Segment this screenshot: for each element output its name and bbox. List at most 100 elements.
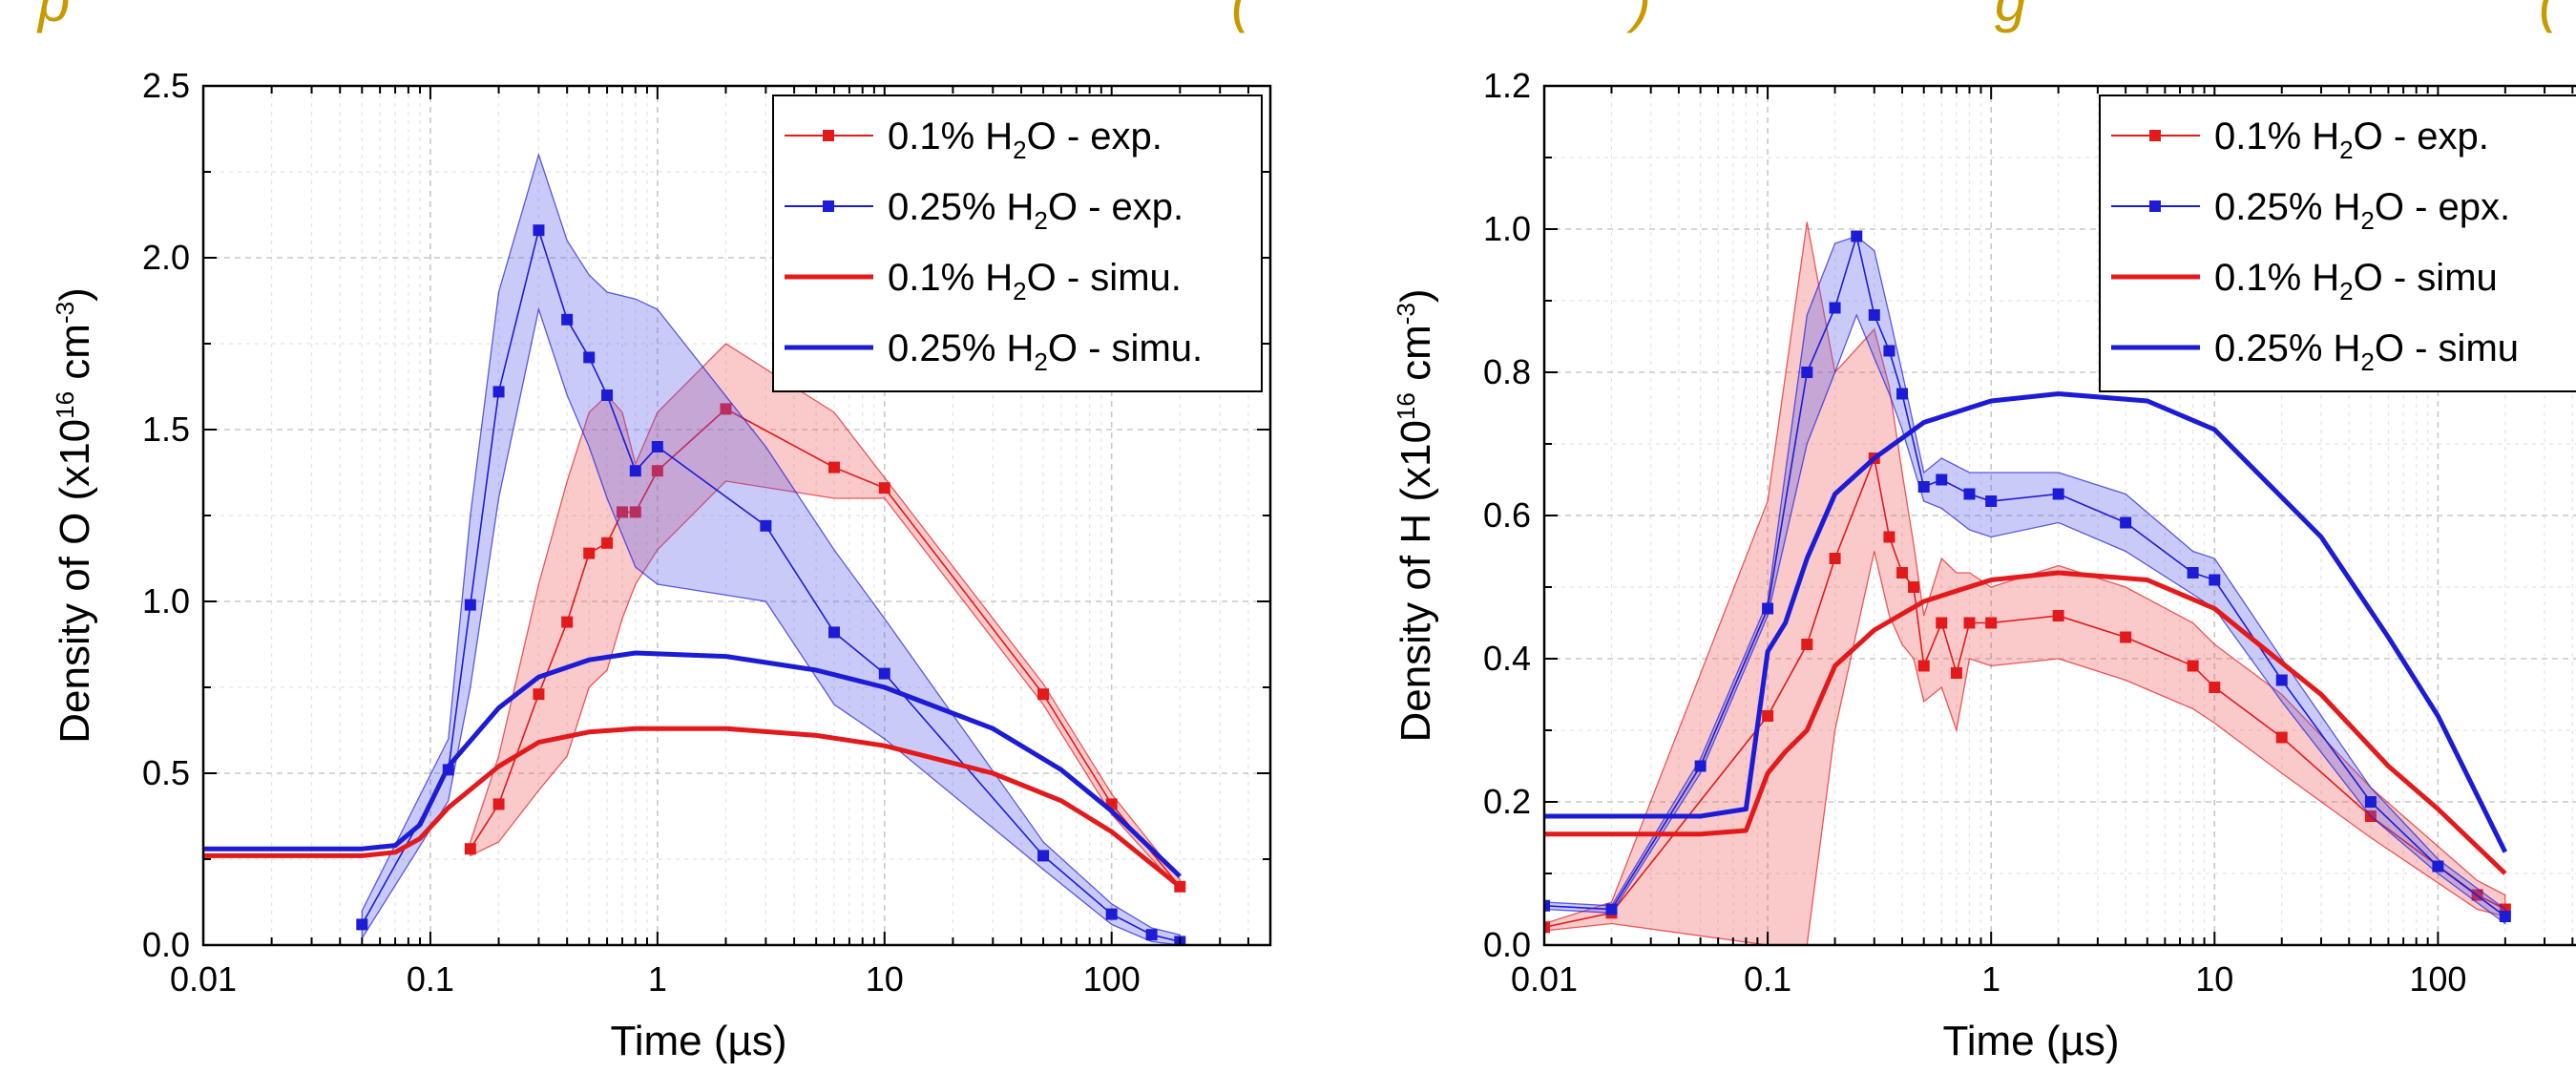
data-point [827,626,840,639]
y-tick-label: 0.8 [1483,352,1531,391]
data-point [2209,682,2221,693]
data-point [1896,388,1909,400]
axis-ticks [1543,85,2574,946]
simulation-line [203,726,1182,889]
data-point [492,386,505,398]
data-point [1762,602,1774,615]
data-point [601,389,614,401]
data-point [2120,516,2132,529]
series-0-25-h2o-exp- [356,152,1186,945]
legend-label: 0.25% H2O - epx. [2214,186,2510,235]
data-point [1829,302,1841,314]
legend-label: 0.1% H2O - simu. [888,257,1182,305]
data-point [2052,488,2064,500]
data-point [2499,911,2511,922]
cropped-banner: p ( ) g ( [36,0,2564,33]
data-point [1544,899,1550,912]
data-point [1037,850,1050,862]
banner-fragment-left: p [36,0,70,33]
y-tick-label: 1.0 [1483,209,1531,248]
series-0-1-h2o-simu [1544,570,2507,875]
simulation-line [1544,570,2507,875]
x-tick-label: 100 [2409,959,2466,999]
data-point [1801,639,1813,650]
data-point [651,441,663,452]
y-axis-label-main: Density of H (x10 [1393,420,1439,742]
legend-label: 0.25% H2O - simu. [888,327,1203,376]
legend: 0.1% H2O - exp. 0.25% H2O - exp. 0.1% H2O … [772,95,1263,392]
experimental-line [1544,455,2506,929]
y-tick-label: 0.6 [1483,495,1531,535]
banner-fragment-mid2: ) [1626,0,1651,33]
y-axis-label: Density of H (x1016 cm-3) [1392,288,1439,742]
x-tick-label: 0.01 [170,959,237,999]
data-point [533,688,545,701]
data-point [1917,660,1930,672]
simulation-line [203,650,1183,878]
uncertainty-band [361,152,1181,945]
data-point [760,519,772,532]
x-tick-label: 100 [1083,959,1141,999]
x-tick-label: 0.1 [1744,959,1791,999]
simulation-line [1544,391,2508,853]
data-point [1694,760,1707,772]
data-point [878,667,890,680]
y-tick-label: 0.2 [1483,782,1531,821]
y-axis-label-unit: cm [1393,325,1439,392]
data-point [2364,796,2377,808]
y-axis-label-main: Density of O (x10 [52,419,98,744]
y-axis-label-sup: 16 [1392,392,1420,420]
y-axis-label-unitsup: -3 [51,302,79,324]
data-point [561,313,574,326]
banner-fragment-right: ( [2539,0,2564,33]
legend-box [2099,95,2576,392]
data-point [2432,860,2444,873]
y-tick-label: 1.5 [142,410,190,449]
legend-item: 0.25% H2O - simu. [785,327,1203,376]
legend-swatch-marker [2149,200,2161,212]
legend-item: 0.1% H2O - simu [2111,257,2498,305]
legend-swatch-marker [823,200,834,212]
x-tick-label: 0.1 [407,959,454,999]
data-point [1985,495,1998,507]
legend-label: 0.1% H2O - simu [2214,257,2498,305]
y-tick-label: 2.5 [142,66,190,105]
data-point [1544,921,1550,934]
data-point [629,465,641,477]
data-point [1037,688,1050,701]
y-axis-label-close: ) [1393,288,1439,303]
data-point [1145,929,1158,941]
data-point [1829,553,1841,564]
data-point [583,351,596,364]
data-point [464,599,476,611]
legend-swatch-marker [823,130,834,141]
y-axis-label-unit: cm [52,324,98,391]
series-0-25-h2o-epx- [1544,230,2511,925]
data-point [1883,345,1895,357]
data-point [2187,567,2199,579]
series-group [1544,221,2511,945]
y-tick-label: 2.0 [142,238,190,277]
banner-fragment-mid: ( [1231,0,1256,33]
y-axis-label-unitsup: -3 [1392,303,1420,325]
x-tick-label: 0.01 [1511,959,1578,999]
experimental-line [1544,233,2506,917]
legend-swatch-marker [2149,130,2161,141]
data-point [1868,309,1880,321]
data-point [533,224,545,237]
data-point [2275,674,2288,686]
x-tick-label: 10 [2195,959,2233,999]
data-point [827,461,840,473]
data-point [601,536,614,549]
uncertainty-band [1544,235,2506,925]
data-point [720,403,732,415]
data-point [1936,473,1948,486]
data-point [356,918,368,931]
legend-label: 0.25% H2O - exp. [888,186,1183,235]
legend: 0.1% H2O - exp. 0.25% H2O - epx. 0.1% H2O … [2099,95,2576,392]
y-axis-label: Density of O (x1016 cm-3) [51,287,98,744]
data-point [1896,567,1909,579]
data-point [1801,367,1813,378]
data-point [1908,581,1920,593]
legend-item: 0.1% H2O - simu. [785,257,1182,305]
